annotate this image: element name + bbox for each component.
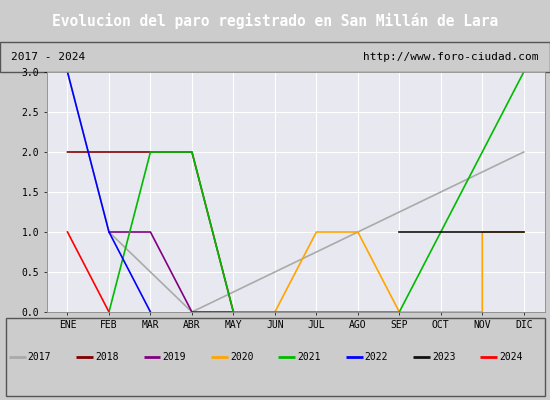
Text: 2021: 2021 [297, 352, 321, 362]
Text: 2017 - 2024: 2017 - 2024 [11, 52, 85, 62]
Text: 2018: 2018 [95, 352, 119, 362]
Text: 2017: 2017 [28, 352, 51, 362]
Text: 2022: 2022 [365, 352, 388, 362]
Text: 2019: 2019 [162, 352, 186, 362]
Text: http://www.foro-ciudad.com: http://www.foro-ciudad.com [364, 52, 539, 62]
Text: 2023: 2023 [432, 352, 455, 362]
Text: Evolucion del paro registrado en San Millán de Lara: Evolucion del paro registrado en San Mil… [52, 13, 498, 29]
Text: 2020: 2020 [230, 352, 254, 362]
Text: 2024: 2024 [499, 352, 523, 362]
